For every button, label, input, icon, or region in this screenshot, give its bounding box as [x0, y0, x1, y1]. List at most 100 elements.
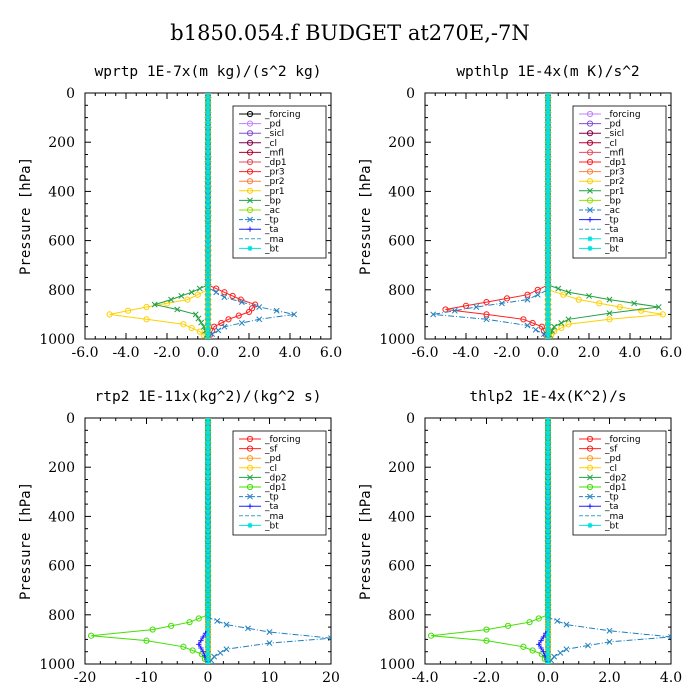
legend-marker: [586, 130, 594, 137]
legend-label: _bp: [604, 196, 621, 206]
series-marker: [205, 435, 211, 441]
series-marker: [545, 223, 551, 229]
series-marker: [545, 484, 551, 490]
legend-label: _mfl: [264, 148, 284, 158]
series-marker: [205, 174, 211, 180]
y-tick-label: 400: [48, 184, 75, 200]
series-marker: [545, 587, 551, 593]
series-marker: [545, 440, 551, 446]
series-marker: [205, 469, 211, 475]
legend-marker: [246, 149, 254, 156]
series-marker: [205, 567, 211, 574]
legend-marker: [246, 120, 254, 127]
series-marker: [538, 645, 544, 651]
series-marker: [545, 567, 551, 574]
legend-label: _cl: [264, 139, 277, 149]
series-marker: [205, 316, 211, 322]
chart-panel-3: rtp2 1E-11x(kg^2)/(kg^2 s) Pressure [hPa]…: [18, 389, 340, 686]
series-marker: [180, 643, 187, 650]
legend-label: _bp: [264, 196, 281, 206]
series-marker: [451, 307, 458, 314]
series-line: [431, 418, 549, 664]
series-marker: [188, 289, 195, 296]
series-marker: [545, 267, 551, 273]
series-marker: [498, 300, 505, 307]
panel-title: rtp2 1E-11x(kg^2)/(kg^2 s): [95, 389, 322, 405]
series-marker: [328, 635, 331, 642]
legend-marker: [587, 522, 593, 528]
series-marker: [520, 643, 527, 650]
series-marker: [585, 642, 591, 649]
series-marker: [205, 100, 211, 106]
series-group: [428, 418, 671, 664]
legend-label: _ma: [264, 235, 284, 245]
y-tick-label: 1000: [379, 657, 415, 673]
series-marker: [205, 178, 211, 185]
series-marker: [205, 636, 211, 642]
series-marker: [192, 311, 199, 318]
series-marker: [205, 321, 211, 327]
series-line: [445, 93, 549, 339]
series-marker: [205, 592, 211, 598]
y-axis-label: Pressure [hPa]: [18, 482, 34, 600]
series-marker: [545, 326, 551, 332]
legend-marker: [246, 130, 254, 137]
series-marker: [606, 310, 613, 317]
series-group: [88, 418, 331, 664]
series-marker: [545, 474, 551, 480]
series-marker: [638, 307, 645, 314]
legend-label: _tp: [604, 493, 619, 503]
legend-marker: [246, 178, 254, 185]
legend-marker: [247, 216, 253, 223]
series-marker: [430, 311, 437, 318]
series-marker: [205, 661, 211, 664]
series-marker: [225, 316, 232, 323]
series-marker: [205, 459, 211, 465]
y-tick-label: 200: [48, 460, 75, 476]
legend-marker: [246, 158, 254, 166]
series-marker: [545, 129, 551, 135]
series-marker: [205, 139, 211, 145]
series-marker: [545, 641, 551, 647]
series-marker: [545, 149, 551, 155]
legend-marker: [247, 474, 253, 481]
series-marker: [483, 626, 490, 633]
series-marker: [545, 548, 551, 554]
series-marker: [545, 558, 551, 564]
series-marker: [545, 218, 551, 224]
legend-label: _tp: [264, 216, 279, 226]
series-marker: [198, 319, 205, 326]
series-marker: [205, 597, 211, 603]
series-marker: [205, 238, 211, 244]
series-marker: [545, 543, 551, 549]
x-tick-label: 0.0: [537, 670, 559, 686]
series-group: [106, 93, 298, 339]
x-tick-label: -4.0: [412, 670, 439, 686]
legend-label: _sf: [604, 445, 618, 455]
series-marker: [545, 282, 551, 288]
series-marker: [545, 292, 551, 298]
series-marker: [545, 159, 551, 165]
series-marker: [205, 252, 211, 258]
legend-marker: [246, 464, 254, 471]
series-marker: [221, 289, 228, 296]
series-marker: [545, 592, 551, 598]
legend-marker: [246, 435, 254, 443]
series-marker: [205, 587, 211, 593]
legend-marker: [247, 245, 253, 251]
series-marker: [616, 303, 623, 311]
series-marker: [205, 144, 211, 150]
series-marker: [205, 528, 211, 534]
y-tick-label: 600: [48, 559, 75, 575]
series-marker: [168, 622, 175, 629]
series-marker: [534, 291, 541, 298]
series-marker: [557, 649, 564, 656]
x-tick-label: 0.0: [197, 345, 219, 361]
legend-label: _ma: [264, 512, 284, 522]
figure-title: b1850.054.f BUDGET at270E,-7N: [170, 21, 529, 45]
series-marker: [151, 301, 158, 308]
series-marker: [238, 320, 245, 326]
y-tick-label: 0: [406, 411, 415, 427]
y-axis-label: Pressure [hPa]: [18, 157, 34, 275]
